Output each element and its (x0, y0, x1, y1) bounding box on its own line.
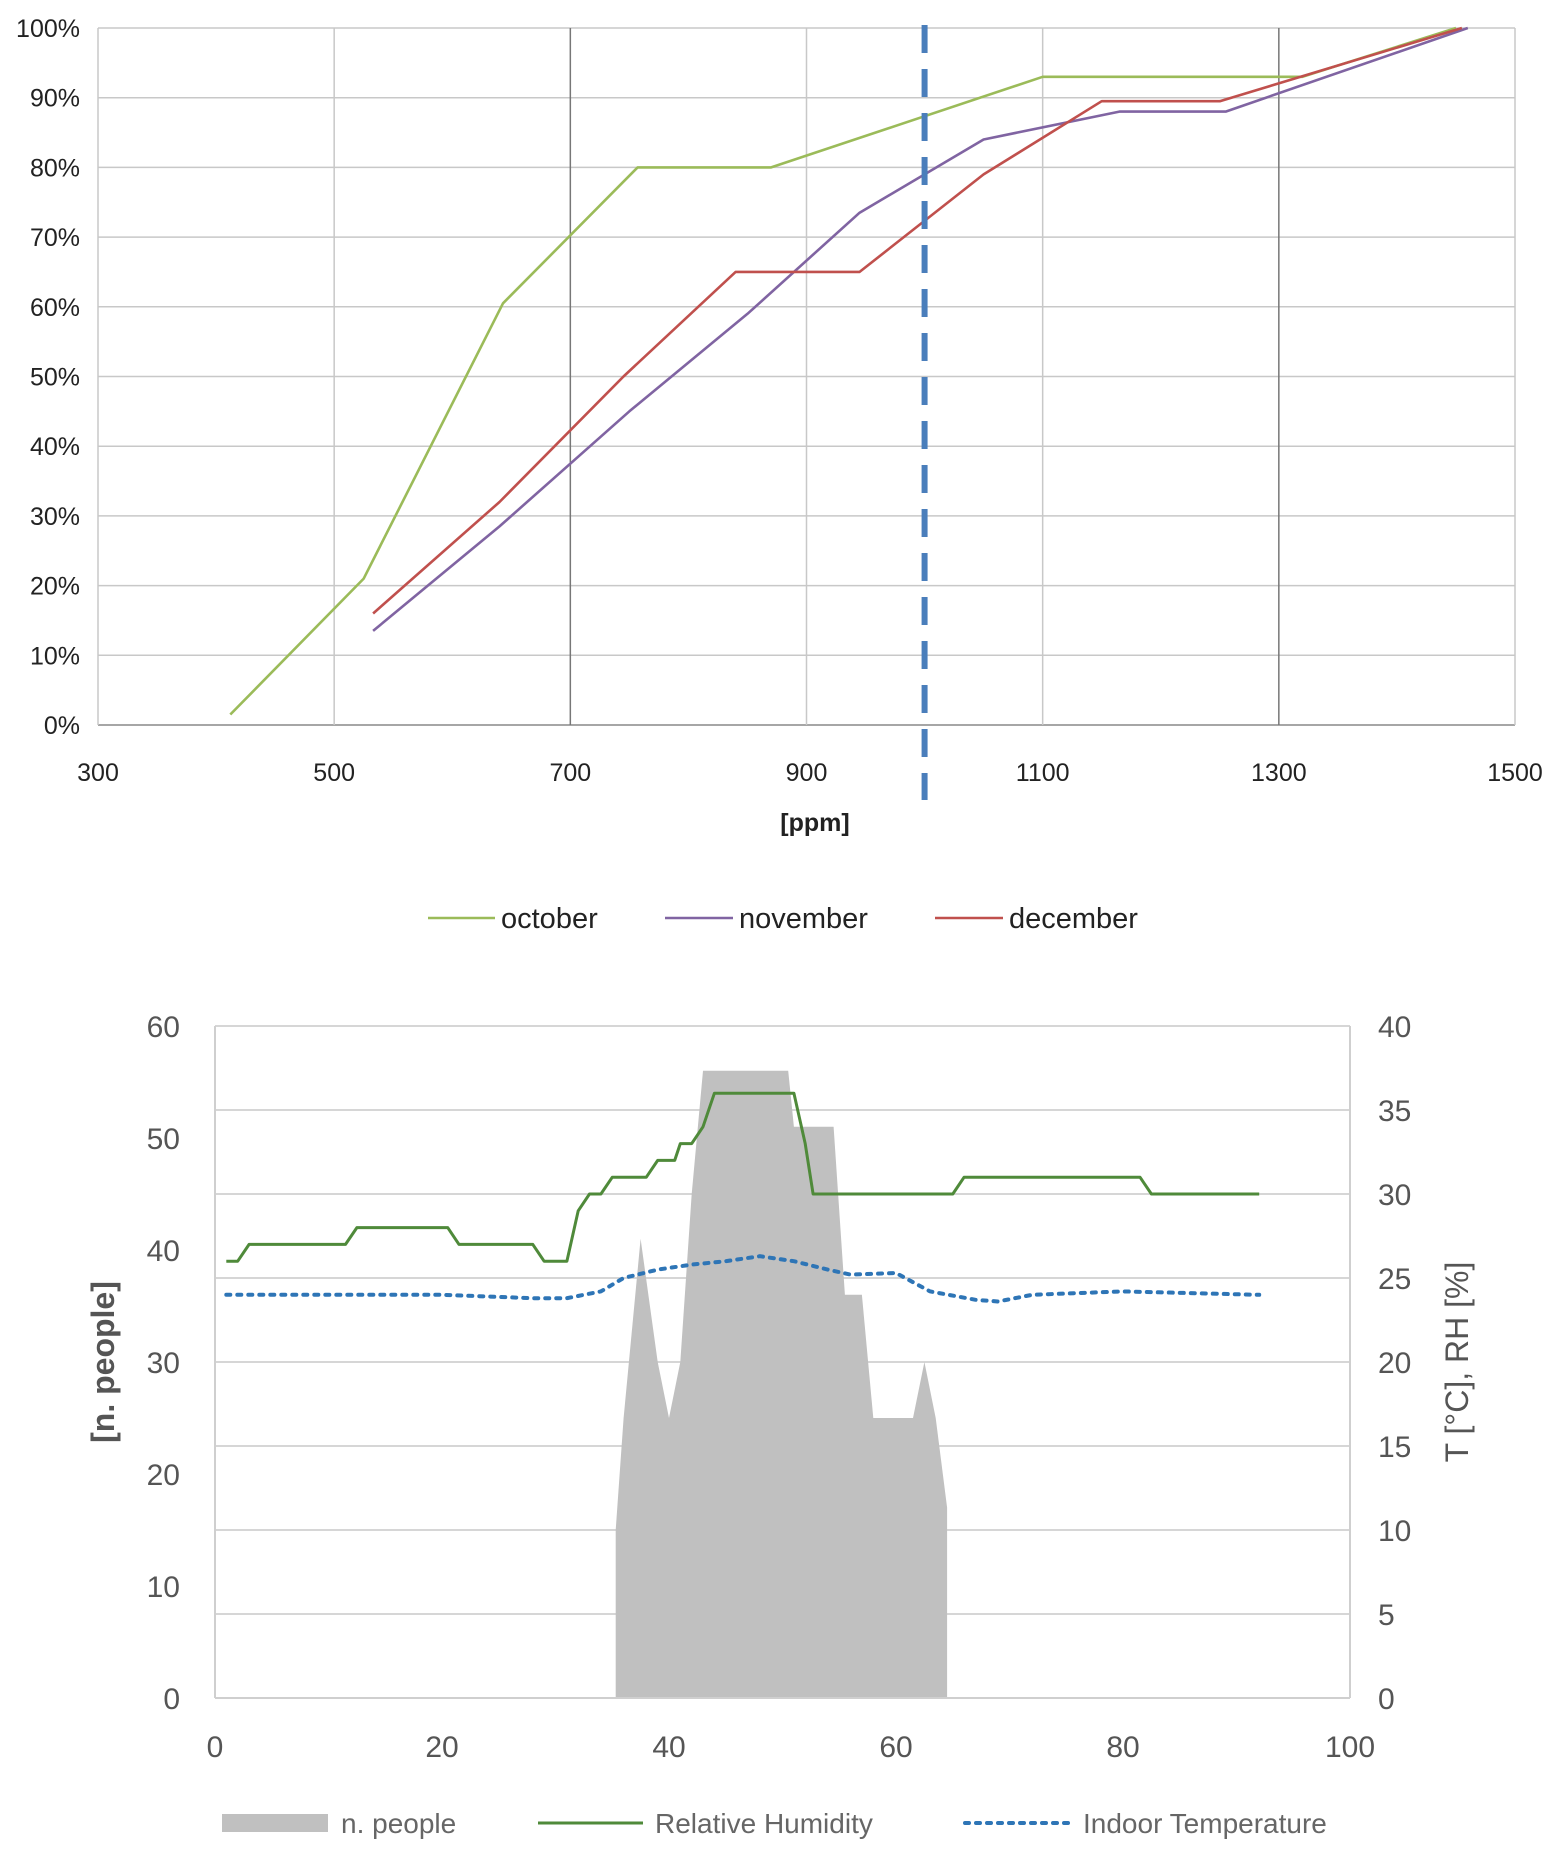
chart1-x-tick-label: 900 (786, 759, 828, 787)
chart1-x-tick-label: 300 (77, 759, 119, 787)
chart1-y-tick-label: 70% (30, 224, 80, 252)
chart2-people-area (615, 1070, 948, 1698)
chart1-y-tick-label: 50% (30, 364, 80, 392)
chart2-x-tick-label: 80 (1106, 1731, 1139, 1764)
chart2-x-tick-label: 20 (425, 1731, 458, 1764)
chart1-y-tick-label: 80% (30, 154, 80, 182)
chart1-y-tick-label: 40% (30, 433, 80, 461)
chart2-y-right-tick-label: 25 (1378, 1263, 1411, 1296)
chart2-y-right-tick-label: 35 (1378, 1095, 1411, 1128)
chart1-y-tick-label: 10% (30, 642, 80, 670)
chart1-x-tick-label: 1500 (1487, 759, 1543, 787)
chart2-legend-swatch-people (222, 1814, 328, 1832)
chart2-x-tick-label: 100 (1325, 1731, 1375, 1764)
chart1-x-tick-label: 1100 (1016, 759, 1070, 787)
chart1-x-tick-label: 700 (549, 759, 591, 787)
chart1-x-tick-label: 1300 (1251, 759, 1307, 787)
chart2-y-right-tick-label: 5 (1378, 1599, 1395, 1632)
chart2-y-right-axis-label: T [°C], RH [%] (1439, 1262, 1475, 1463)
chart2-y-right-tick-label: 40 (1378, 1011, 1411, 1044)
chart1-x-tick-label: 500 (313, 759, 355, 787)
chart1-y-tick-label: 100% (16, 15, 80, 43)
chart2-y-right-tick-label: 10 (1378, 1515, 1411, 1548)
chart2-y-right-tick-label: 30 (1378, 1179, 1411, 1212)
chart2-x-tick-label: 40 (652, 1731, 685, 1764)
chart2-y-right-tick-label: 0 (1378, 1683, 1395, 1716)
chart1-y-tick-label: 90% (30, 85, 80, 113)
chart2-temperature-line (224, 1254, 1262, 1304)
chart2-y-left-tick-label: 30 (147, 1347, 180, 1380)
chart2-legend-label: Relative Humidity (655, 1808, 873, 1839)
chart2-y-left-tick-label: 40 (147, 1235, 180, 1268)
chart2-legend-label: Indoor Temperature (1083, 1808, 1327, 1839)
chart1-series-line-november (372, 26, 1469, 632)
chart2-y-left-tick-label: 10 (147, 1571, 180, 1604)
chart1-legend-label: november (739, 903, 868, 935)
chart1-legend-label: december (1009, 903, 1138, 935)
chart2-humidity-line (226, 1091, 1260, 1263)
chart2-legend-label: n. people (341, 1808, 456, 1839)
chart1-x-axis-label: [ppm] (780, 809, 849, 837)
chart1-y-tick-label: 0% (44, 712, 80, 740)
chart1-y-tick-label: 20% (30, 573, 80, 601)
chart2-y-left-tick-label: 60 (147, 1011, 180, 1044)
chart2-y-right-tick-label: 20 (1378, 1347, 1411, 1380)
chart2-x-tick-label: 0 (207, 1731, 224, 1764)
chart2-y-right-tick-label: 15 (1378, 1431, 1411, 1464)
chart1-series-line-december (372, 26, 1463, 615)
chart1-legend-label: october (501, 903, 598, 935)
chart2-y-left-tick-label: 0 (163, 1683, 180, 1716)
chart1-y-tick-label: 30% (30, 503, 80, 531)
chart2-x-tick-label: 60 (879, 1731, 912, 1764)
chart1-series-line-october (229, 26, 1457, 716)
chart2-y-left-tick-label: 50 (147, 1123, 180, 1156)
chart1-y-tick-label: 60% (30, 294, 80, 322)
chart2-y-left-axis-label: [n. people] (85, 1281, 121, 1443)
chart2-y-left-tick-label: 20 (147, 1459, 180, 1492)
